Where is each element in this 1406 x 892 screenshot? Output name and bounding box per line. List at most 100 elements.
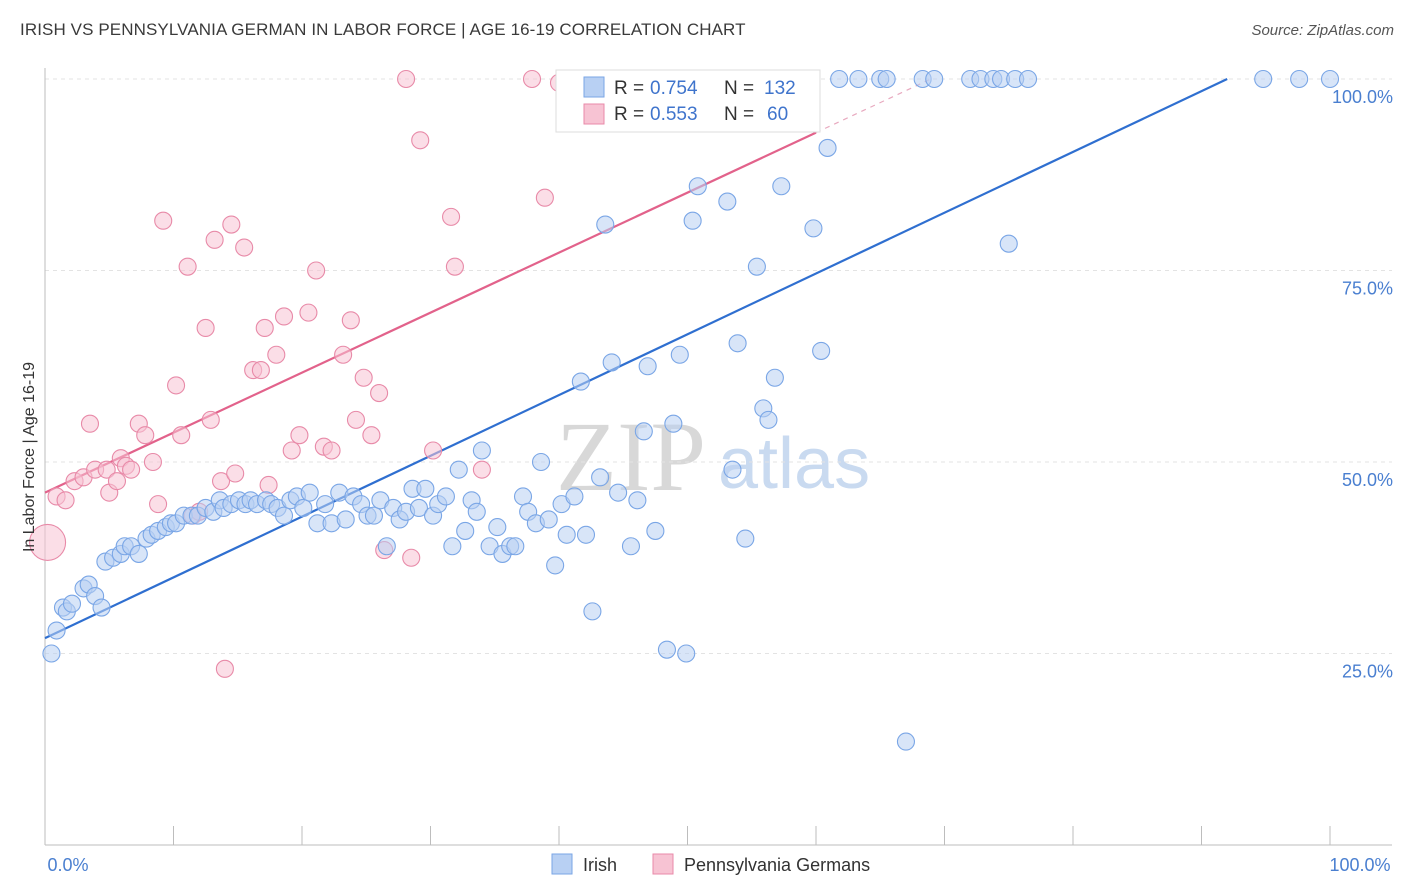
irish-point bbox=[999, 234, 1018, 253]
legend-r-label-pa-german: R = bbox=[614, 104, 644, 125]
pennsylvania-german-point bbox=[154, 211, 173, 230]
legend-n-label-irish: N = bbox=[724, 78, 754, 99]
irish-point bbox=[772, 177, 791, 196]
irish-point bbox=[472, 441, 491, 460]
pennsylvania-german-point bbox=[334, 345, 353, 364]
irish-point bbox=[316, 495, 335, 514]
pennsylvania-german-point bbox=[136, 426, 155, 445]
irish-point bbox=[456, 521, 475, 540]
irish-point bbox=[621, 537, 641, 556]
pennsylvania-german-point bbox=[362, 426, 381, 445]
pennsylvania-german-point bbox=[259, 475, 278, 495]
irish-point bbox=[416, 479, 435, 498]
pennsylvania-german-point bbox=[251, 361, 270, 380]
irish-point bbox=[506, 537, 525, 556]
irish-point bbox=[1018, 69, 1038, 89]
y-tick-label-50: 50.0% bbox=[1342, 470, 1393, 490]
pennsylvania-german-point bbox=[178, 257, 197, 276]
bottom-legend-label-irish: Irish bbox=[583, 855, 617, 875]
pennsylvania-german-point bbox=[267, 345, 286, 364]
irish-point bbox=[576, 525, 596, 544]
irish-point bbox=[664, 414, 683, 433]
pennsylvania-german-point bbox=[411, 131, 430, 150]
irish-point bbox=[609, 483, 628, 502]
irish-point bbox=[683, 211, 702, 230]
irish-point bbox=[364, 506, 384, 525]
irish-point bbox=[688, 177, 707, 196]
pennsylvania-german-point bbox=[535, 188, 554, 207]
trendline-irish bbox=[44, 78, 1228, 640]
irish-point bbox=[759, 410, 778, 429]
irish-point bbox=[546, 556, 565, 575]
pennsylvania-german-point bbox=[211, 472, 231, 491]
irish-point bbox=[638, 357, 657, 376]
irish-point bbox=[62, 594, 82, 613]
legend-box: R = 0.754 N = 132 R = 0.553 N = 60 bbox=[555, 69, 821, 133]
pennsylvania-german-point bbox=[424, 441, 443, 460]
pennsylvania-german-point bbox=[222, 215, 241, 234]
pennsylvania-german-point bbox=[299, 303, 318, 322]
irish-point bbox=[467, 502, 486, 521]
irish-point bbox=[274, 506, 294, 525]
pennsylvania-german-point bbox=[370, 384, 389, 403]
irish-point bbox=[557, 525, 576, 544]
legend-n-value-irish: 132 bbox=[764, 78, 796, 99]
pennsylvania-german-point bbox=[172, 426, 191, 445]
pennsylvania-german-point bbox=[226, 464, 245, 483]
irish-point bbox=[1290, 69, 1309, 89]
pennsylvania-german-point bbox=[235, 238, 254, 257]
irish-point bbox=[591, 468, 610, 487]
irish-point bbox=[804, 219, 823, 238]
irish-point bbox=[513, 487, 533, 506]
pennsylvania-german-point bbox=[56, 491, 75, 510]
pennsylvania-german-point bbox=[472, 460, 491, 479]
irish-point bbox=[896, 732, 916, 751]
pennsylvania-german-point bbox=[215, 659, 234, 678]
source-label: Source: ZipAtlas.com bbox=[1251, 22, 1394, 39]
pennsylvania-german-point bbox=[442, 207, 461, 226]
pennsylvania-german-point bbox=[255, 318, 274, 338]
bottom-legend-swatch-irish bbox=[551, 853, 573, 875]
pennsylvania-german-point bbox=[282, 441, 301, 460]
pennsylvania-german-point bbox=[29, 523, 67, 561]
pennsylvania-german-point bbox=[107, 472, 127, 491]
pennsylvania-german-point bbox=[205, 230, 224, 249]
irish-point bbox=[628, 491, 647, 510]
axes bbox=[44, 68, 1392, 846]
irish-point bbox=[583, 602, 602, 621]
chart-title: IRISH VS PENNSYLVANIA GERMAN IN LABOR FO… bbox=[20, 20, 746, 39]
irish-point bbox=[849, 69, 868, 89]
irish-point bbox=[925, 69, 944, 89]
pennsylvania-german-point bbox=[122, 460, 141, 479]
watermark-atlas: atlas bbox=[718, 424, 870, 504]
irish-point bbox=[728, 334, 747, 353]
pennsylvania-german-point bbox=[80, 414, 100, 433]
pennsylvania-german-point bbox=[97, 460, 116, 479]
irish-point bbox=[830, 69, 849, 89]
legend-swatch-pennsylvania-germans bbox=[583, 103, 605, 125]
irish-point bbox=[129, 544, 148, 563]
pennsylvania-german-point bbox=[290, 426, 309, 445]
legend-r-value-pa-german: 0.553 bbox=[650, 104, 698, 125]
trendlines bbox=[44, 78, 1228, 640]
y-tick-label-75: 75.0% bbox=[1342, 279, 1393, 299]
legend-swatch-irish bbox=[583, 76, 605, 98]
y-tick-label-25: 25.0% bbox=[1342, 662, 1393, 682]
legend-r-value-irish: 0.754 bbox=[650, 78, 698, 99]
bottom-legend: Irish Pennsylvania Germans bbox=[551, 853, 870, 875]
irish-point bbox=[531, 452, 551, 472]
irish-point bbox=[877, 69, 896, 89]
irish-point bbox=[409, 498, 428, 518]
irish-point bbox=[602, 353, 621, 372]
pennsylvania-german-point bbox=[322, 441, 341, 460]
irish-point bbox=[92, 598, 111, 617]
irish-point bbox=[571, 372, 590, 391]
irish-point bbox=[539, 510, 558, 529]
irish-point bbox=[336, 510, 355, 529]
pennsylvania-german-point bbox=[167, 376, 186, 395]
legend-n-value-pa-german: 60 bbox=[767, 104, 788, 125]
irish-point bbox=[812, 341, 831, 360]
pennsylvania-german-point bbox=[274, 307, 294, 326]
pennsylvania-german-point bbox=[397, 69, 416, 89]
